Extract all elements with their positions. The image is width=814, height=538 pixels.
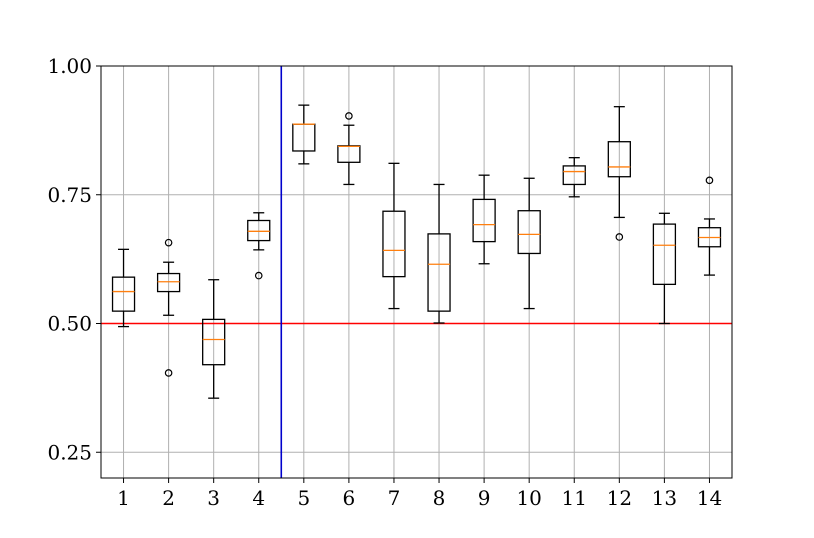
x-tick-label: 6 [343,486,356,510]
x-tick-label: 5 [297,486,310,510]
plot-frame [100,65,733,479]
x-tick-label: 9 [478,486,491,510]
box-group-11 [562,157,586,198]
box-group-7 [382,162,406,310]
box-group-4 [247,212,271,280]
box-body [562,165,586,186]
y-tick-label: 0.25 [47,440,92,464]
reference-lines [101,66,732,478]
box-body [156,272,181,293]
box-group-10 [517,177,541,310]
box-body [247,219,271,242]
y-tick-label: 1.00 [47,54,92,78]
box-group-3 [202,279,226,399]
box-group-14 [697,176,722,276]
box-body [652,223,677,286]
box-body [607,141,631,178]
x-tick-label: 11 [562,486,587,510]
axes: 0.250.500.751.001 2 3 4 5 6 7 8 9 10 11 12 13 14 [47,54,733,510]
outlier-point-0 [164,238,173,247]
x-tick-label: 8 [433,486,446,510]
x-tick-label: 4 [252,486,265,510]
box-group-13 [652,212,677,325]
x-tick-label: 2 [162,486,175,510]
x-tick-label: 7 [388,486,401,510]
box-body [472,198,496,243]
outlier-point-0 [705,176,714,185]
outlier-point-0 [254,271,263,280]
box-group-12 [607,106,631,241]
box-body [111,276,136,312]
outlier-point-1 [164,369,173,377]
box-body [517,210,541,255]
box-body [382,210,406,278]
box-group-9 [472,174,496,265]
box-body [202,318,226,366]
x-tick-label: 12 [607,486,632,510]
box-group-1 [111,248,136,328]
box-body [427,233,451,312]
box-group-2 [156,238,181,377]
x-tick-label: 14 [697,486,722,510]
outlier-point-0 [345,112,353,120]
outlier-point-0 [615,233,624,241]
x-tick-label: 1 [117,486,130,510]
box-group-6 [337,112,361,186]
box-group-5 [292,104,316,165]
x-tick-label: 10 [516,486,541,510]
x-tick-label: 3 [207,486,220,510]
x-tick-label: 13 [652,486,677,510]
grid-lines [101,65,732,478]
y-tick-label: 0.75 [47,183,92,207]
boxes [111,104,722,399]
y-tick-label: 0.50 [47,312,92,336]
box-group-8 [427,183,451,324]
